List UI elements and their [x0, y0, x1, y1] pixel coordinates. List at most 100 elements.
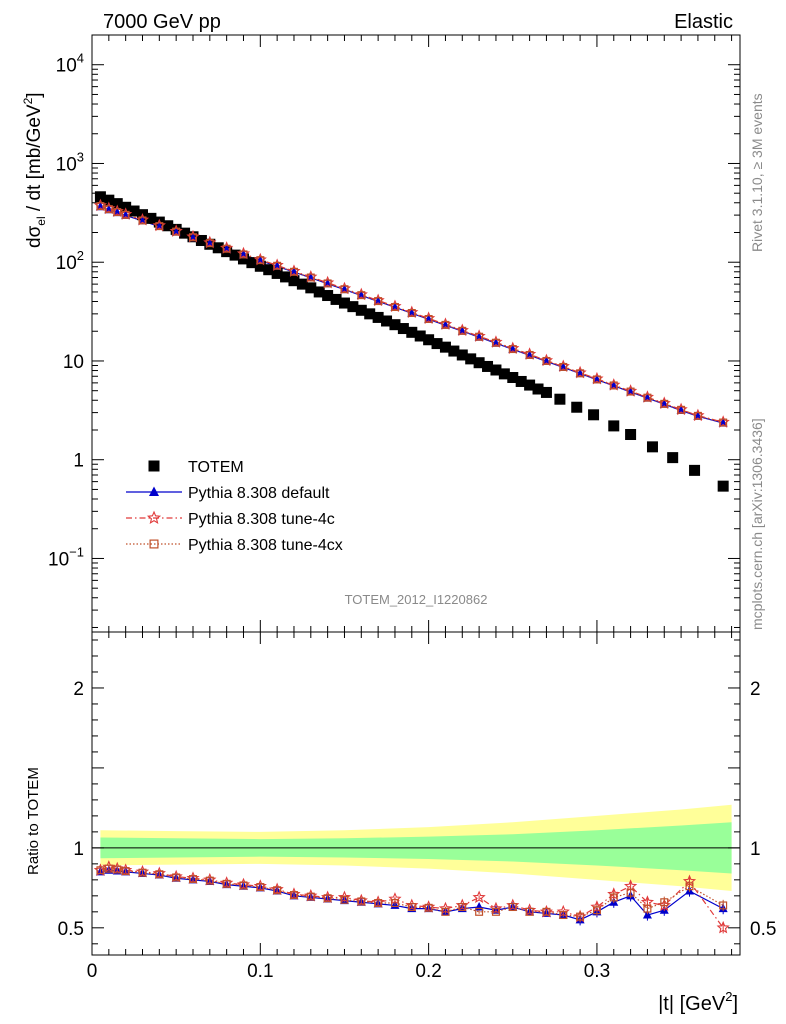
main-data-point — [103, 194, 115, 206]
ratio-data-point — [222, 879, 231, 888]
main-data-point — [111, 198, 123, 210]
main-data-point — [592, 375, 601, 384]
ratio-data-point — [121, 867, 130, 876]
main-data-point — [229, 249, 241, 261]
main-y-tick-label: 102 — [56, 248, 84, 274]
legend-label: Pythia 8.308 default — [188, 485, 330, 502]
main-data-point — [374, 297, 383, 306]
main-data-point — [288, 275, 300, 287]
main-data-point — [246, 257, 258, 269]
main-data-point — [524, 379, 536, 391]
ratio-data-point — [660, 898, 669, 907]
ratio-y-tick-label-right: 0.5 — [750, 919, 776, 940]
ratio-data-point — [96, 866, 105, 875]
ratio-data-point — [458, 903, 467, 912]
main-data-point — [507, 372, 519, 384]
main-data-point — [280, 271, 292, 283]
ratio-data-point — [306, 892, 315, 901]
x-tick-label: 0.3 — [584, 961, 610, 982]
ratio-data-point — [188, 875, 197, 884]
main-data-point — [643, 393, 652, 402]
main-data-point — [271, 267, 283, 279]
main-data-point — [313, 286, 325, 298]
main-data-point — [330, 293, 342, 305]
ratio-y-tick-label: 0.5 — [58, 919, 84, 940]
main-data-point — [355, 304, 367, 316]
x-tick-label: 0.1 — [247, 961, 273, 982]
ratio-data-point — [205, 876, 214, 885]
ratio-data-point — [323, 894, 332, 903]
ratio-data-point — [609, 893, 618, 902]
main-data-point — [254, 260, 266, 272]
ratio-plot-frame — [91, 631, 741, 956]
ratio-data-point — [424, 903, 433, 912]
main-data-point — [179, 227, 191, 239]
main-data-point — [390, 302, 399, 311]
main-data-point — [263, 264, 275, 276]
header-left-label: 7000 GeV pp — [103, 11, 221, 33]
main-data-point — [677, 405, 686, 414]
ratio-data-point — [357, 897, 366, 906]
main-data-point — [660, 399, 669, 408]
main-data-point — [172, 227, 181, 236]
main-data-point — [104, 205, 113, 214]
main-data-point — [340, 285, 349, 294]
main-data-point — [508, 345, 517, 354]
main-data-point — [571, 401, 583, 413]
ratio-data-point — [472, 890, 486, 904]
main-data-point — [322, 290, 334, 302]
legend-marker — [148, 460, 160, 472]
main-data-point — [490, 364, 502, 376]
ratio-data-point — [239, 881, 248, 890]
main-data-point — [155, 222, 164, 231]
main-data-point — [542, 356, 551, 365]
main-y-tick-label: 1 — [73, 451, 84, 472]
main-data-point — [608, 420, 620, 432]
main-data-point — [424, 315, 433, 324]
main-data-point — [554, 393, 566, 405]
ratio-data-point — [155, 870, 164, 879]
main-y-tick-label: 103 — [56, 149, 84, 175]
main-data-point — [498, 368, 510, 380]
ratio-data-point — [374, 899, 383, 908]
main-data-point — [145, 212, 157, 224]
main-data-point — [491, 338, 500, 347]
main-data-point — [407, 309, 416, 318]
ratio-data-point — [289, 891, 298, 900]
main-data-point — [473, 357, 485, 369]
main-data-point — [475, 332, 484, 341]
main-data-point — [389, 319, 401, 331]
main-data-point — [273, 261, 282, 270]
main-data-point — [289, 267, 298, 276]
main-data-point — [188, 233, 197, 242]
main-data-point — [96, 202, 105, 211]
main-data-point — [588, 409, 600, 421]
main-y-tick-label: 10−1 — [48, 544, 84, 570]
ratio-data-point — [576, 912, 585, 921]
main-data-point — [338, 297, 350, 309]
ratio-data-point — [475, 907, 484, 916]
main-data-point — [205, 239, 214, 248]
ratio-y-tick-label: 2 — [73, 679, 84, 700]
ratio-data-point — [716, 920, 730, 934]
main-data-point — [719, 418, 728, 427]
ratio-data-point — [340, 895, 349, 904]
ratio-data-point — [685, 882, 694, 891]
main-data-point — [439, 341, 451, 353]
main-data-point — [296, 278, 308, 290]
ratio-data-point — [491, 907, 500, 916]
main-data-point — [626, 387, 635, 396]
ratio-data-point — [172, 873, 181, 882]
header-right-label: Elastic — [674, 11, 733, 33]
main-data-point — [717, 480, 729, 492]
legend-marker — [146, 510, 162, 525]
main-data-point — [397, 323, 409, 335]
main-data-point — [609, 381, 618, 390]
ratio-data-point — [256, 883, 265, 892]
main-data-point — [256, 256, 265, 265]
main-data-point — [525, 350, 534, 359]
main-data-point — [458, 326, 467, 335]
main-data-point — [305, 282, 317, 294]
main-y-tick-label: 104 — [56, 51, 84, 77]
ratio-data-point — [592, 906, 601, 915]
